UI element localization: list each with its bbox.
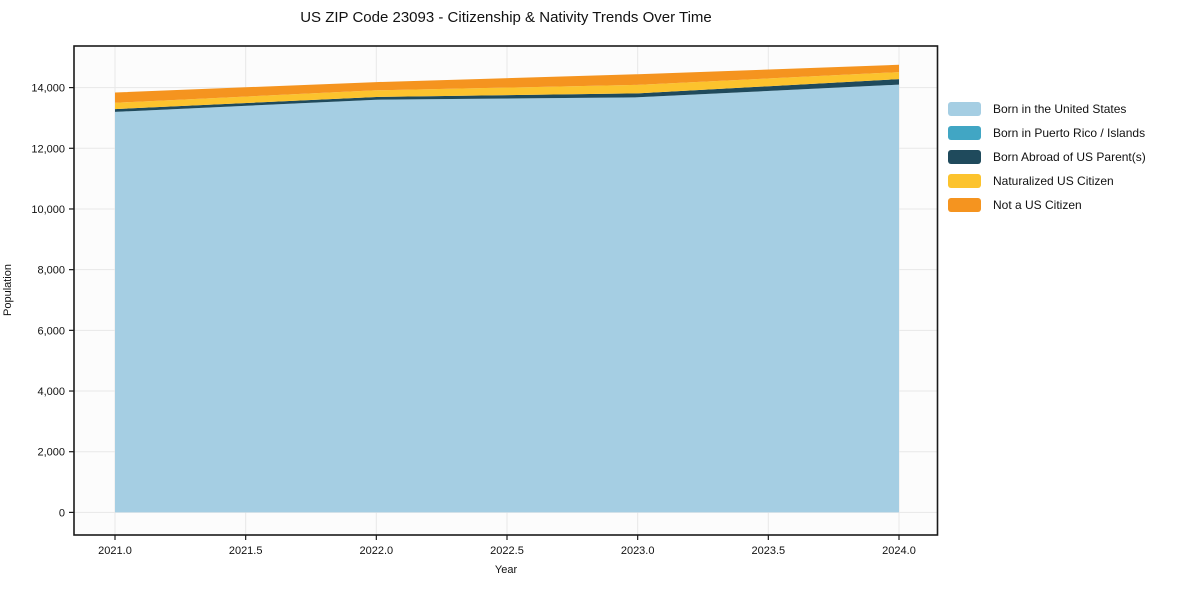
y-axis-label: Population [2,264,14,316]
legend-swatch [948,125,981,140]
legend-label: Naturalized US Citizen [993,173,1114,188]
area-series-3 [115,72,899,110]
legend: Born in the United States Born in Puerto … [948,101,1146,212]
area-series-4 [115,64,899,103]
legend-swatch [948,149,981,164]
y-tick-label: 12,000 [31,143,65,155]
x-tick-label: 2024.0 [882,545,916,557]
legend-item: Born in the United States [948,101,1146,116]
area-series-0 [115,84,899,513]
y-tick-label: 4,000 [37,386,65,398]
legend-swatch [948,101,981,116]
legend-swatch [948,173,981,188]
area-series-2 [115,79,899,112]
x-tick-label: 2023.0 [621,545,655,557]
legend-item: Naturalized US Citizen [948,173,1146,188]
y-tick-label: 8,000 [37,265,65,277]
x-tick-label: 2021.5 [229,545,263,557]
x-tick-label: 2021.0 [98,545,132,557]
y-tick-label: 10,000 [31,204,65,216]
chart-title: US ZIP Code 23093 - Citizenship & Nativi… [300,9,712,26]
legend-label: Not a US Citizen [993,197,1082,212]
legend-swatch [948,197,981,212]
legend-item: Born in Puerto Rico / Islands [948,125,1146,140]
y-tick-label: 0 [59,507,65,519]
y-tick-label: 14,000 [31,83,65,95]
legend-label: Born in Puerto Rico / Islands [993,125,1146,140]
legend-label: Born in the United States [993,101,1127,116]
y-tick-label: 2,000 [37,447,65,459]
legend-item: Not a US Citizen [948,197,1146,212]
legend-label: Born Abroad of US Parent(s) [993,149,1146,164]
x-axis-label: Year [494,564,518,576]
x-tick-label: 2023.5 [752,545,786,557]
x-tick-label: 2022.5 [490,545,524,557]
legend-item: Born Abroad of US Parent(s) [948,149,1146,164]
y-tick-label: 6,000 [37,325,65,337]
x-tick-label: 2022.0 [360,545,394,557]
axes-spines [73,45,939,536]
